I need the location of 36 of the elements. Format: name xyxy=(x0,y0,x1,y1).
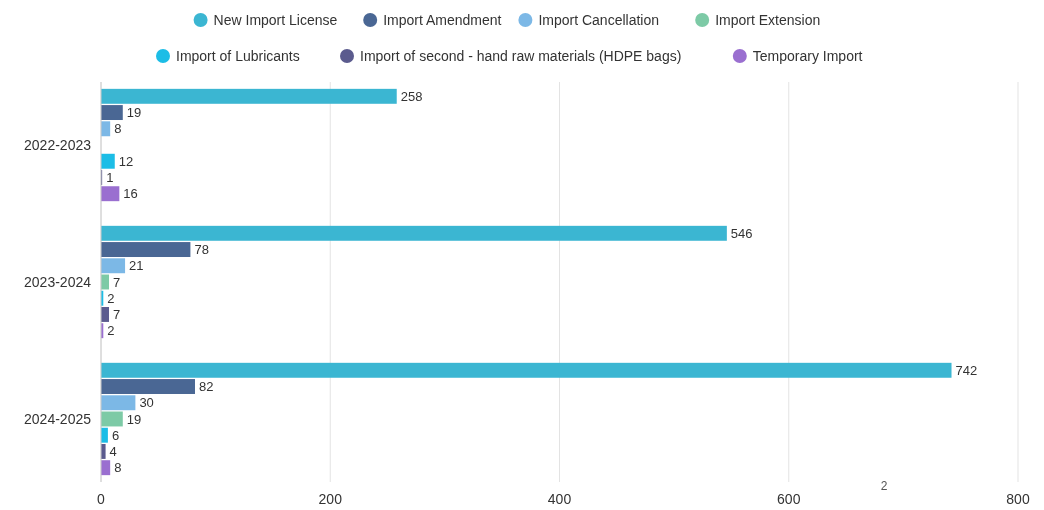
data-label: 30 xyxy=(139,395,154,411)
y-tick-label: 2023-2024 xyxy=(24,273,92,290)
x-tick-label: 0 xyxy=(97,491,106,507)
data-label: 2 xyxy=(107,323,115,339)
data-label: 6 xyxy=(111,427,120,443)
data-label: 258 xyxy=(400,88,423,104)
annotation: 2 xyxy=(880,479,888,493)
data-label: 82 xyxy=(198,379,214,395)
legend-label: Import of second - hand raw materials (HDPE bags) xyxy=(360,47,682,64)
y-tick-label: 2024-2025 xyxy=(24,410,92,427)
data-label: 7 xyxy=(113,274,121,290)
data-label: 19 xyxy=(126,105,142,121)
x-tick-label: 400 xyxy=(547,491,572,507)
legend-label: Import Amendment xyxy=(383,11,502,28)
data-label: 16 xyxy=(123,186,138,202)
data-label: 19 xyxy=(126,411,142,427)
data-label: 8 xyxy=(114,460,122,476)
legend-label: New Import License xyxy=(213,11,338,28)
data-label: 12 xyxy=(118,153,134,169)
legend-label: Import of Lubricants xyxy=(176,47,300,64)
data-label: 2 xyxy=(107,290,115,306)
data-label: 21 xyxy=(129,258,144,274)
data-label: 546 xyxy=(730,225,753,241)
data-label: 4 xyxy=(109,444,117,459)
data-label: 78 xyxy=(194,242,209,258)
x-tick-label: 200 xyxy=(318,491,343,507)
x-tick-label: 600 xyxy=(777,491,801,507)
legend-label: Temporary Import xyxy=(752,47,863,64)
legend-label: Import Cancellation xyxy=(538,11,660,28)
data-label: 1 xyxy=(106,170,114,186)
x-tick-label: 800 xyxy=(1006,491,1030,507)
data-label: 7 xyxy=(113,307,121,323)
data-label: 742 xyxy=(955,362,978,378)
data-label: 8 xyxy=(114,121,122,137)
legend-label: Import Extension xyxy=(715,11,821,28)
y-tick-label: 2022-2023 xyxy=(24,136,92,153)
